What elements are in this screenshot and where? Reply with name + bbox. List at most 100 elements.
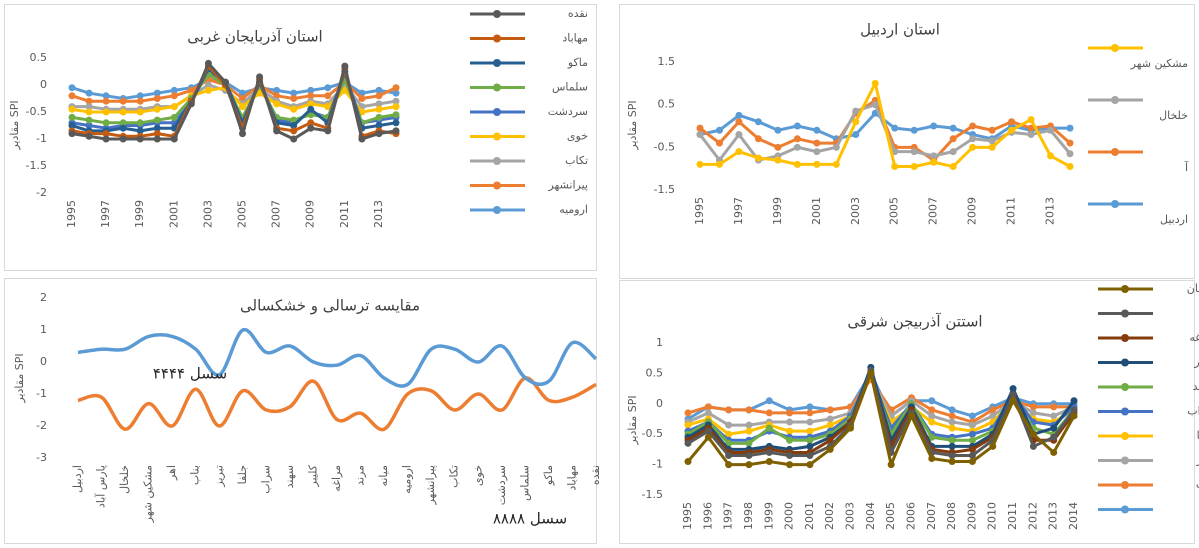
- point: [793, 160, 801, 168]
- x-tick-label: مهاباد: [565, 465, 578, 491]
- point: [1027, 124, 1035, 132]
- point: [85, 108, 93, 116]
- series: [68, 84, 400, 116]
- point: [928, 412, 936, 420]
- x-tick-label: 1999: [762, 502, 775, 530]
- point: [170, 103, 178, 111]
- point: [375, 86, 383, 94]
- point: [119, 97, 127, 105]
- point: [774, 143, 782, 151]
- point: [187, 100, 195, 108]
- x-tick-label: 2005: [888, 197, 901, 225]
- x-tick-label: ماکو: [542, 465, 555, 486]
- legend-label: مهاباد: [562, 32, 588, 45]
- point: [704, 403, 712, 411]
- point: [968, 451, 976, 459]
- x-tick-label: 1995: [65, 200, 78, 228]
- point: [774, 126, 782, 134]
- point: [745, 439, 753, 447]
- point: [806, 409, 814, 417]
- point: [774, 156, 782, 164]
- point: [1050, 412, 1058, 420]
- point: [793, 143, 801, 151]
- x-tick-label: 2005: [236, 200, 249, 228]
- series-label: سسل ۸۸۸۸: [493, 510, 567, 528]
- point: [102, 92, 110, 100]
- point: [102, 108, 110, 116]
- chart-title: استتن آذربیجن شرقی: [847, 313, 982, 331]
- point: [826, 436, 834, 444]
- point: [68, 105, 76, 113]
- y-tick-label: 1: [40, 323, 47, 336]
- panel-frame: [619, 4, 1195, 279]
- legend-marker: [1121, 481, 1129, 489]
- point: [392, 119, 400, 127]
- point: [793, 135, 801, 143]
- point: [948, 442, 956, 450]
- legend-marker: [493, 34, 501, 43]
- point: [153, 130, 161, 138]
- x-tick-label: خوی: [471, 465, 484, 486]
- point: [928, 455, 936, 463]
- y-tick-label: 0: [656, 397, 663, 410]
- point: [852, 118, 860, 126]
- point: [1050, 433, 1058, 441]
- point: [988, 126, 996, 134]
- y-tick-label: -1.5: [26, 159, 47, 172]
- point: [307, 100, 315, 108]
- point: [813, 160, 821, 168]
- legend-label: ماکو: [567, 56, 588, 69]
- point: [290, 89, 298, 97]
- point: [1009, 385, 1017, 393]
- point: [968, 430, 976, 438]
- point: [948, 418, 956, 426]
- x-tick-label: 2011: [338, 200, 351, 228]
- point: [725, 451, 733, 459]
- point: [1050, 424, 1058, 432]
- x-tick-label: مشکین شهر: [142, 465, 155, 523]
- point: [684, 409, 692, 417]
- y-tick-label: 2: [40, 291, 47, 304]
- legend-label: سردشت: [548, 105, 588, 118]
- point: [85, 89, 93, 97]
- point: [735, 148, 743, 156]
- legend-marker: [493, 83, 501, 92]
- legend-label: پیرانشهر: [547, 179, 588, 192]
- panel-frame: [619, 280, 1195, 544]
- point: [715, 160, 723, 168]
- point: [852, 131, 860, 139]
- legend-marker: [1121, 285, 1129, 293]
- point: [290, 95, 298, 102]
- x-tick-label: 2009: [966, 197, 979, 225]
- point: [1066, 139, 1074, 147]
- x-tick-label: تکاب: [448, 465, 461, 488]
- point: [806, 451, 814, 459]
- x-tick-label: میانه: [377, 465, 390, 487]
- point: [307, 86, 315, 94]
- x-tick-label: اهر: [165, 465, 178, 481]
- series: [696, 79, 1074, 171]
- point: [806, 418, 814, 426]
- series-line: [77, 328, 598, 388]
- legend-marker: [1121, 432, 1129, 440]
- point: [1047, 152, 1055, 160]
- point: [871, 101, 879, 109]
- point: [725, 406, 733, 414]
- point: [949, 124, 957, 132]
- x-tick-label: اردبیل: [71, 465, 84, 493]
- point: [307, 92, 315, 100]
- x-tick-label: 1995: [681, 502, 694, 530]
- point: [153, 105, 161, 113]
- point: [910, 163, 918, 171]
- legend-marker: [1121, 309, 1129, 318]
- point: [930, 152, 938, 160]
- point: [735, 111, 743, 119]
- y-tick-label: 0.5: [30, 51, 48, 64]
- point: [907, 412, 915, 420]
- point: [102, 97, 110, 105]
- point: [887, 461, 895, 469]
- point: [341, 62, 349, 70]
- point: [102, 119, 110, 127]
- legend-marker: [493, 108, 501, 116]
- point: [136, 127, 144, 135]
